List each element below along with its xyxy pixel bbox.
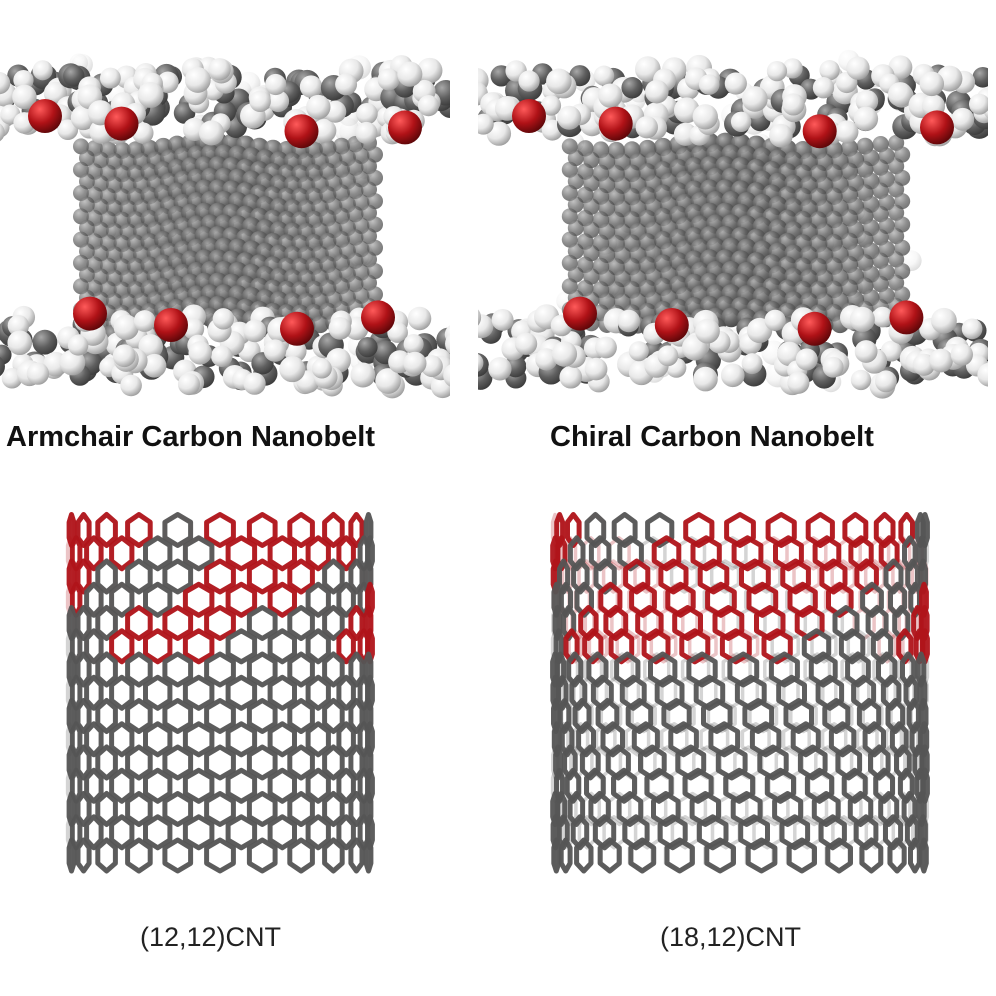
armchair-nanobelt-model bbox=[0, 40, 450, 420]
armchair-cnt-caption: (12,12)CNT bbox=[140, 922, 282, 952]
chiral-nanobelt-title: Chiral Carbon Nanobelt bbox=[550, 421, 874, 453]
chiral-nanobelt-model bbox=[478, 40, 988, 420]
armchair-cnt-lattice bbox=[65, 512, 375, 874]
chiral-nanobelt-spheres bbox=[478, 49, 988, 399]
armchair-nanobelt-spheres bbox=[0, 53, 450, 399]
armchair-cnt-model bbox=[60, 500, 380, 900]
chiral-cnt-model bbox=[545, 500, 935, 900]
chiral-cnt-caption: (18,12)CNT bbox=[660, 922, 802, 952]
chiral-cnt-lattice bbox=[550, 512, 930, 874]
armchair-nanobelt-title: Armchair Carbon Nanobelt bbox=[6, 421, 375, 453]
